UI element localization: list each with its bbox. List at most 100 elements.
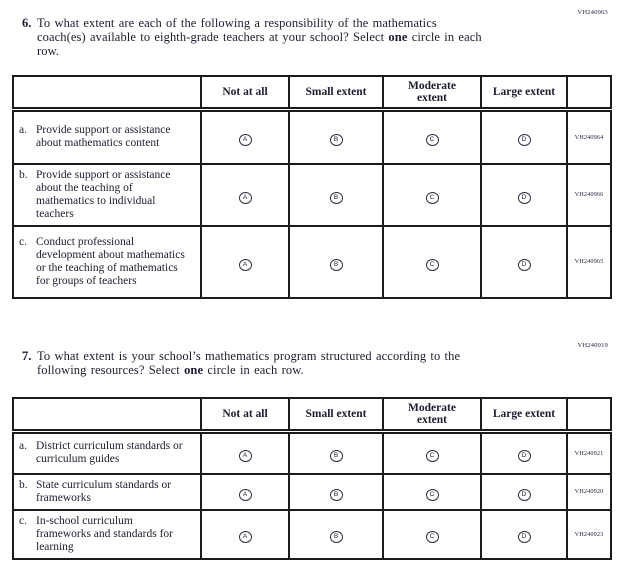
header-row: Not at all Small extent Moderate extent …: [12, 397, 612, 434]
option-cell: D: [480, 508, 568, 560]
question-line: row.: [37, 44, 60, 58]
question-7-response-grid: Not at all Small extent Moderate extent …: [12, 397, 612, 560]
bold-word: one: [184, 363, 204, 377]
question-line: To what extent is your school’s mathemat…: [37, 349, 461, 363]
row-accession-code: VH240923: [566, 508, 612, 560]
option-cell: A: [200, 162, 290, 227]
answer-circle-c[interactable]: C: [425, 531, 439, 543]
answer-circle-d[interactable]: D: [517, 488, 531, 501]
question-line: coach(es) available to eighth-grade teac…: [37, 30, 482, 44]
question-accession-code: VH240963: [577, 9, 608, 16]
answer-circle-b[interactable]: B: [329, 531, 343, 543]
question-6-response-grid: Not at all Small extent Moderate extent …: [12, 75, 612, 299]
answer-circle-a[interactable]: A: [238, 258, 252, 271]
row-label: District curriculum standards or curricu…: [36, 440, 183, 466]
question-number: 7.: [22, 349, 32, 363]
answer-circle-b[interactable]: B: [329, 134, 343, 147]
option-cell: D: [480, 430, 568, 475]
column-header-large-extent: Large extent: [480, 397, 568, 434]
option-cell: B: [288, 430, 384, 475]
table-row: a. District curriculum standards or curri…: [12, 430, 612, 475]
row-letter: b.: [19, 168, 28, 181]
answer-circle-a[interactable]: A: [238, 191, 252, 204]
answer-circle-b[interactable]: B: [329, 450, 343, 463]
code-column-header: [566, 397, 612, 434]
row-label-cell: b. State curriculum standards or framewor…: [12, 472, 202, 511]
row-label-cell: c. In-school curriculum frameworks and st…: [12, 508, 202, 560]
answer-circle-b[interactable]: B: [329, 488, 343, 501]
table-row: c. In-school curriculum frameworks and st…: [12, 508, 612, 560]
row-label: In-school curriculum frameworks and stan…: [36, 514, 173, 553]
answer-circle-c[interactable]: C: [425, 450, 439, 463]
option-cell: B: [288, 162, 384, 227]
answer-circle-d[interactable]: D: [517, 531, 531, 543]
table-row: b. State curriculum standards or framewor…: [12, 472, 612, 511]
answer-circle-a[interactable]: A: [238, 488, 252, 501]
column-header-small-extent: Small extent: [288, 75, 384, 112]
answer-circle-c[interactable]: C: [425, 191, 439, 204]
column-header-moderate-extent: Moderate extent: [382, 397, 482, 434]
row-label-cell: a. District curriculum standards or curri…: [12, 430, 202, 475]
row-label: State curriculum standards or frameworks: [36, 478, 172, 504]
option-cell: B: [288, 508, 384, 560]
column-header-moderate-extent: Moderate extent: [382, 75, 482, 112]
row-accession-code: VH240920: [566, 472, 612, 511]
answer-circle-a[interactable]: A: [238, 531, 252, 543]
question-number: 6.: [22, 16, 32, 30]
answer-circle-a[interactable]: A: [238, 450, 252, 463]
question-text: To what extent are each of the following…: [37, 16, 482, 58]
row-accession-code: VH240965: [566, 224, 612, 299]
question-line: following resources? Select one circle i…: [37, 363, 304, 377]
row-letter: c.: [19, 235, 27, 248]
question-accession-code: VH240919: [577, 342, 608, 349]
option-cell: A: [200, 108, 290, 165]
option-cell: C: [382, 108, 482, 165]
column-header-small-extent: Small extent: [288, 397, 384, 434]
question-6-section: VH240963 6. To what extent are each of t…: [0, 9, 623, 58]
table-row: c. Conduct professional development about…: [12, 224, 612, 299]
answer-circle-d[interactable]: D: [517, 258, 531, 271]
answer-circle-a[interactable]: A: [238, 134, 252, 147]
row-accession-code: VH240966: [566, 162, 612, 227]
option-cell: A: [200, 472, 290, 511]
option-cell: D: [480, 472, 568, 511]
row-letter: a.: [19, 124, 27, 137]
header-row: Not at all Small extent Moderate extent …: [12, 75, 612, 112]
answer-circle-d[interactable]: D: [517, 450, 531, 463]
option-cell: A: [200, 430, 290, 475]
row-label: Provide support or assistance about math…: [36, 124, 171, 150]
row-letter: c.: [19, 514, 27, 527]
table-row: a. Provide support or assistance about ma…: [12, 108, 612, 165]
answer-circle-d[interactable]: D: [517, 134, 531, 147]
option-cell: A: [200, 508, 290, 560]
row-label-cell: a. Provide support or assistance about ma…: [12, 108, 202, 165]
answer-circle-d[interactable]: D: [517, 191, 531, 204]
row-letter: b.: [19, 478, 28, 491]
corner-cell: [12, 75, 202, 112]
option-cell: B: [288, 472, 384, 511]
row-accession-code: VH240964: [566, 108, 612, 165]
column-header-not-at-all: Not at all: [200, 75, 290, 112]
option-cell: C: [382, 430, 482, 475]
row-accession-code: VH240921: [566, 430, 612, 475]
answer-circle-b[interactable]: B: [329, 258, 343, 271]
row-letter: a.: [19, 440, 27, 453]
option-cell: C: [382, 508, 482, 560]
code-column-header: [566, 75, 612, 112]
option-cell: C: [382, 162, 482, 227]
column-header-large-extent: Large extent: [480, 75, 568, 112]
option-cell: B: [288, 224, 384, 299]
corner-cell: [12, 397, 202, 434]
answer-circle-c[interactable]: C: [425, 488, 439, 501]
table-row: b. Provide support or assistance about th…: [12, 162, 612, 227]
question-7-section: VH240919 7. To what extent is your schoo…: [0, 342, 623, 377]
option-cell: D: [480, 162, 568, 227]
answer-circle-c[interactable]: C: [425, 258, 439, 271]
option-cell: C: [382, 472, 482, 511]
option-cell: A: [200, 224, 290, 299]
option-cell: D: [480, 224, 568, 299]
question-text: To what extent is your school’s mathemat…: [37, 349, 460, 377]
answer-circle-b[interactable]: B: [329, 191, 343, 204]
column-header-not-at-all: Not at all: [200, 397, 290, 434]
answer-circle-c[interactable]: C: [425, 134, 439, 147]
